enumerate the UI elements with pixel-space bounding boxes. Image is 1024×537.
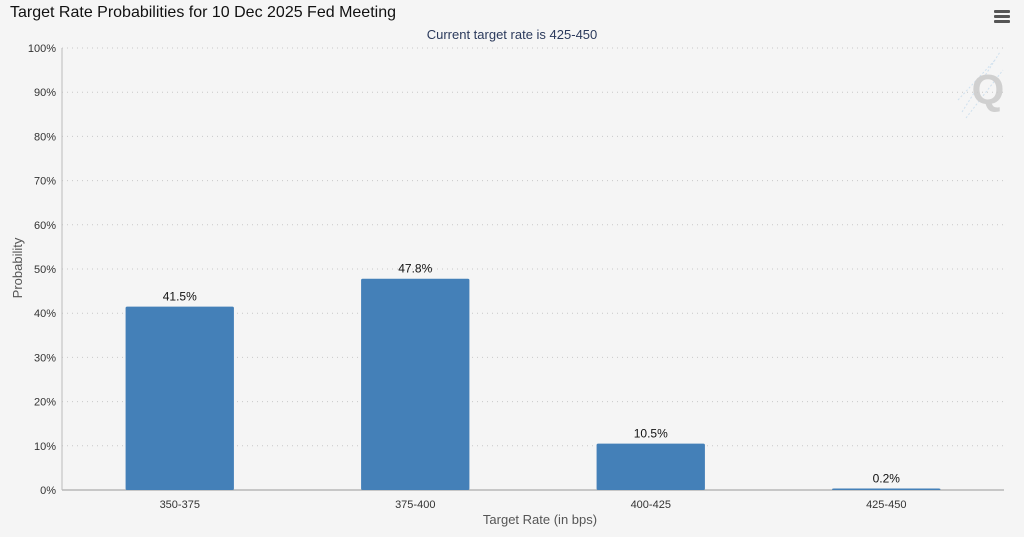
y-tick-label: 30% (34, 352, 56, 364)
y-tick-label: 20% (34, 397, 56, 409)
menu-line (994, 15, 1010, 18)
y-tick-label: 100% (28, 43, 56, 55)
hamburger-menu-icon[interactable] (994, 10, 1010, 23)
y-axis-ticks: 0% 10% 20% 30% 40% 50% 60% 70% 80% 90% 100% (28, 43, 56, 497)
y-axis-title: Probability (10, 237, 25, 298)
x-tick-label: 375-400 (395, 499, 435, 511)
menu-line (994, 20, 1010, 23)
bars (125, 278, 941, 491)
x-axis-title: Target Rate (in bps) (483, 512, 597, 527)
y-tick-label: 70% (34, 176, 56, 188)
y-tick-label: 60% (34, 220, 56, 232)
y-tick-label: 90% (34, 87, 56, 99)
watermark-logo: Q (957, 51, 1005, 119)
bar-425-450[interactable] (832, 488, 941, 491)
data-label: 0.2% (873, 472, 901, 486)
data-label: 10.5% (634, 427, 668, 441)
data-label: 47.8% (398, 262, 432, 276)
y-tick-label: 50% (34, 264, 56, 276)
x-tick-label: 400-425 (631, 499, 671, 511)
bar-375-400[interactable] (361, 278, 470, 490)
chart-subtitle: Current target rate is 425-450 (427, 27, 598, 42)
y-tick-label: 0% (40, 485, 56, 497)
y-tick-label: 10% (34, 441, 56, 453)
y-tick-label: 40% (34, 308, 56, 320)
bar-350-375[interactable] (125, 306, 234, 490)
x-axis-ticks: 350-375 375-400 400-425 425-450 (160, 499, 907, 511)
y-tick-label: 80% (34, 131, 56, 143)
chart-title: Target Rate Probabilities for 10 Dec 202… (10, 4, 396, 21)
menu-line (994, 10, 1010, 13)
bar-400-425[interactable] (596, 443, 705, 490)
data-labels: 41.5% 47.8% 10.5% 0.2% (163, 262, 901, 486)
gridlines (62, 47, 1004, 447)
x-tick-label: 425-450 (866, 499, 906, 511)
data-label: 41.5% (163, 290, 197, 304)
watermark-letter: Q (972, 66, 1005, 113)
x-tick-label: 350-375 (160, 499, 200, 511)
